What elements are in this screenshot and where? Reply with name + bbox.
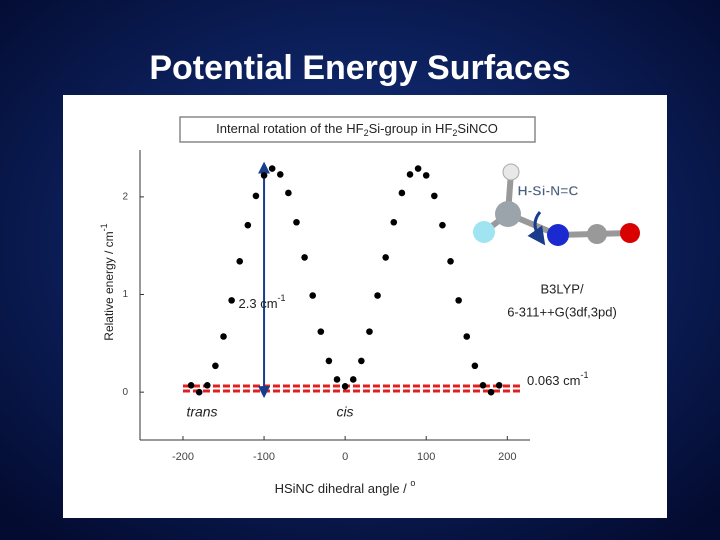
data-point bbox=[431, 192, 438, 200]
barrier-label-text: 2.3 cm bbox=[239, 296, 278, 311]
y-tick-label: 0 bbox=[122, 387, 128, 398]
x-axis-label: HSiNC dihedral angle / o bbox=[275, 478, 416, 496]
data-point bbox=[487, 388, 495, 396]
x-tick-label: 100 bbox=[417, 451, 435, 463]
data-point bbox=[463, 333, 471, 340]
data-point bbox=[390, 218, 398, 226]
data-point bbox=[301, 254, 308, 261]
data-point bbox=[260, 172, 268, 179]
data-point bbox=[439, 221, 446, 229]
x-label-text: HSiNC dihedral angle / bbox=[275, 481, 411, 496]
data-point bbox=[325, 357, 333, 365]
data-point bbox=[212, 362, 219, 370]
data-point bbox=[309, 292, 317, 299]
data-point bbox=[471, 362, 479, 370]
y-label-text: Relative energy / cm bbox=[102, 231, 116, 340]
title-sub: 2 bbox=[452, 128, 457, 138]
method-label: 6-311++G(3df,3pd) bbox=[507, 304, 617, 319]
offset-label-text: 0.063 cm bbox=[527, 373, 580, 388]
y-label-sup: -1 bbox=[99, 223, 109, 231]
data-point bbox=[228, 297, 235, 304]
data-point bbox=[293, 218, 300, 226]
data-point bbox=[236, 258, 244, 265]
data-point bbox=[414, 165, 422, 172]
data-point bbox=[495, 382, 503, 389]
offset-label: 0.063 cm-1 bbox=[527, 370, 589, 388]
data-point bbox=[374, 292, 381, 299]
data-point bbox=[195, 388, 203, 396]
chart-panel bbox=[63, 95, 667, 518]
data-point bbox=[366, 328, 373, 335]
barrier-label: 2.3 cm-1 bbox=[239, 293, 286, 311]
y-axis-label: Relative energy / cm-1 bbox=[99, 223, 116, 340]
data-point bbox=[479, 382, 487, 389]
y-tick-label: 1 bbox=[122, 289, 128, 300]
data-point bbox=[455, 297, 462, 304]
x-tick-label: -200 bbox=[172, 451, 194, 463]
data-point bbox=[341, 382, 349, 390]
data-point bbox=[252, 192, 260, 200]
molecule bbox=[473, 163, 640, 246]
data-point bbox=[220, 333, 227, 340]
cis-label: cis bbox=[336, 404, 353, 420]
dihedral-label: H-Si-N=C bbox=[517, 183, 578, 199]
chart-title-box bbox=[179, 116, 536, 143]
data-point bbox=[268, 165, 276, 172]
x-label-sup: o bbox=[410, 478, 415, 488]
data-point bbox=[203, 382, 211, 389]
title-sub: 2 bbox=[364, 128, 369, 138]
data-point bbox=[333, 376, 341, 383]
data-point bbox=[382, 254, 389, 261]
data-point bbox=[422, 172, 430, 179]
offset-label-sup: -1 bbox=[580, 370, 588, 380]
data-point bbox=[276, 171, 284, 178]
data-point bbox=[317, 328, 325, 335]
chart-title: Internal rotation of the HF2Si-group in … bbox=[216, 121, 498, 138]
data-point bbox=[398, 189, 406, 197]
data-point bbox=[447, 258, 454, 265]
data-point bbox=[244, 221, 252, 229]
data-point bbox=[349, 376, 357, 383]
title-part: Internal rotation of the HF bbox=[216, 121, 363, 136]
slide-title: Potential Energy Surfaces bbox=[149, 49, 570, 87]
x-tick-label: 0 bbox=[342, 451, 348, 463]
title-part: SiNCO bbox=[457, 121, 497, 136]
data-point bbox=[187, 382, 195, 389]
data-point bbox=[406, 171, 414, 178]
data-point bbox=[358, 357, 365, 365]
y-tick-label: 2 bbox=[122, 192, 128, 203]
method-label: B3LYP/ bbox=[540, 281, 584, 296]
x-tick-label: 200 bbox=[498, 451, 516, 463]
title-part: Si-group in HF bbox=[369, 121, 453, 136]
trans-label: trans bbox=[186, 404, 217, 420]
x-tick-label: -100 bbox=[253, 451, 275, 463]
data-point bbox=[285, 189, 292, 197]
barrier-label-sup: -1 bbox=[278, 293, 286, 303]
